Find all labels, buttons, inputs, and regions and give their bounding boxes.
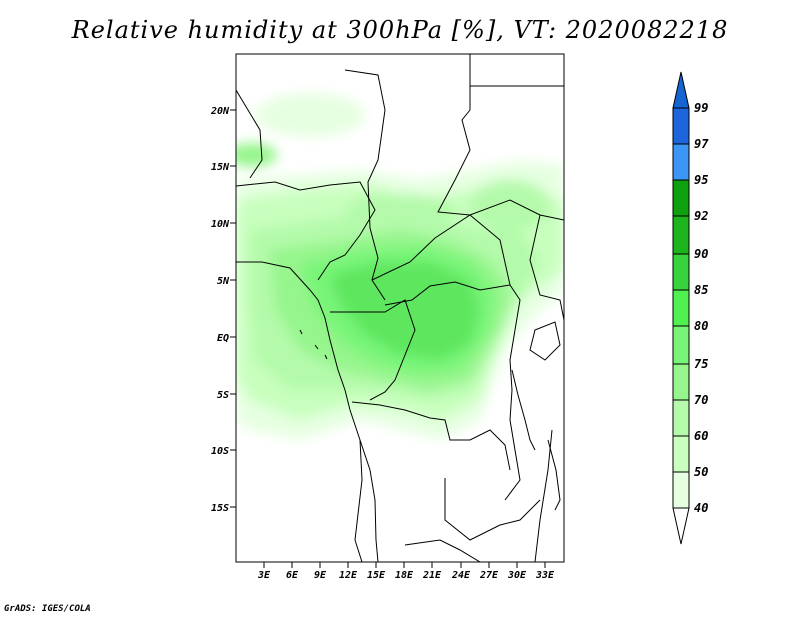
chad-border bbox=[344, 69, 386, 301]
colorbar-label: 90 bbox=[694, 247, 708, 261]
zambia-border bbox=[444, 478, 541, 541]
colorbar-label: 75 bbox=[694, 357, 708, 371]
colorbar-swatch-85-90 bbox=[672, 253, 690, 291]
colorbar-label: 60 bbox=[694, 429, 708, 443]
east-coast bbox=[534, 429, 553, 562]
colorbar-swatch-90-92 bbox=[672, 215, 690, 255]
east-border bbox=[529, 214, 564, 321]
lat-label: 5N bbox=[217, 276, 230, 287]
colorbar-top-arrow bbox=[672, 71, 690, 109]
lon-label: 18E bbox=[395, 570, 414, 581]
lake-tanganyika bbox=[511, 369, 536, 451]
rh-80-region bbox=[330, 262, 480, 360]
colorbar-label: 95 bbox=[694, 173, 708, 187]
lon-label: 24E bbox=[451, 570, 471, 581]
angola-border bbox=[354, 439, 363, 562]
lon-label: 15E bbox=[367, 570, 386, 581]
lon-axis: 3E 6E 9E 12E 15E 18E 21E 24E 27E 30E 33E bbox=[257, 562, 555, 581]
lon-label: 30E bbox=[507, 570, 527, 581]
rh-sahara-patch bbox=[255, 93, 365, 137]
lat-label: 20N bbox=[210, 106, 230, 117]
colorbar-bottom-arrow bbox=[672, 507, 690, 545]
colorbar-swatch-80-85 bbox=[672, 289, 690, 327]
lat-label: 10N bbox=[211, 219, 230, 230]
colorbar-label: 70 bbox=[694, 393, 708, 407]
colorbar-swatch-92-95 bbox=[672, 179, 690, 217]
lake-victoria bbox=[529, 321, 561, 361]
lon-label: 9E bbox=[314, 570, 327, 581]
colorbar bbox=[672, 71, 690, 545]
west-coastline bbox=[236, 261, 379, 562]
colorbar-label: 80 bbox=[694, 319, 708, 333]
borders bbox=[236, 54, 564, 562]
colorbar-swatch-60-70 bbox=[672, 399, 690, 437]
colorbar-label: 97 bbox=[694, 137, 709, 151]
rh-west-patch bbox=[236, 143, 277, 167]
lat-label: 5S bbox=[217, 390, 229, 401]
colorbar-label: 40 bbox=[694, 501, 708, 515]
colorbar-swatch-40-50 bbox=[672, 471, 690, 509]
lat-label: 10S bbox=[211, 446, 229, 457]
colorbar-label: 50 bbox=[694, 465, 708, 479]
lon-label: 12E bbox=[339, 570, 358, 581]
humidity-field bbox=[236, 54, 564, 562]
drc-east-border bbox=[504, 284, 521, 501]
colorbar-swatch-95-97 bbox=[672, 143, 690, 181]
lake-malawi bbox=[547, 439, 561, 511]
colorbar-swatch-97-99 bbox=[672, 107, 690, 145]
lat-label: EQ bbox=[217, 333, 229, 344]
rh-north-patch bbox=[345, 194, 455, 226]
colorbar-label: 92 bbox=[694, 209, 708, 223]
south-border bbox=[404, 539, 481, 562]
credit-text: GrADS: IGES/COLA bbox=[4, 604, 91, 614]
rh-east-patch bbox=[470, 180, 550, 230]
colorbar-swatch-50-60 bbox=[672, 435, 690, 473]
lon-label: 27E bbox=[479, 570, 499, 581]
map-frame bbox=[235, 53, 565, 563]
nigeria-cameroon-border bbox=[236, 181, 376, 281]
lon-label: 21E bbox=[422, 570, 442, 581]
colorbar-label: 99 bbox=[694, 101, 708, 115]
lat-label: 15N bbox=[211, 162, 230, 173]
lon-label: 3E bbox=[257, 570, 271, 581]
colorbar-swatch-75-80 bbox=[672, 325, 690, 365]
gulf-islands bbox=[299, 329, 328, 360]
lat-axis: 20N 15N 10N 5N EQ 5S 10S 15S bbox=[210, 106, 236, 514]
sahara-border bbox=[236, 89, 263, 179]
drc-south-border bbox=[351, 401, 511, 471]
colorbar-label: 85 bbox=[694, 283, 708, 297]
sudan-border bbox=[437, 54, 564, 221]
map-title: Relative humidity at 300hPa [%], VT: 202… bbox=[71, 16, 729, 44]
lon-label: 33E bbox=[535, 570, 555, 581]
colorbar-swatch-70-75 bbox=[672, 363, 690, 401]
colorbar-labels: 99 97 95 92 90 85 80 75 70 60 50 40 bbox=[694, 101, 709, 515]
lat-label: 15S bbox=[211, 503, 229, 514]
lon-label: 6E bbox=[286, 570, 299, 581]
congo-border bbox=[330, 299, 416, 401]
